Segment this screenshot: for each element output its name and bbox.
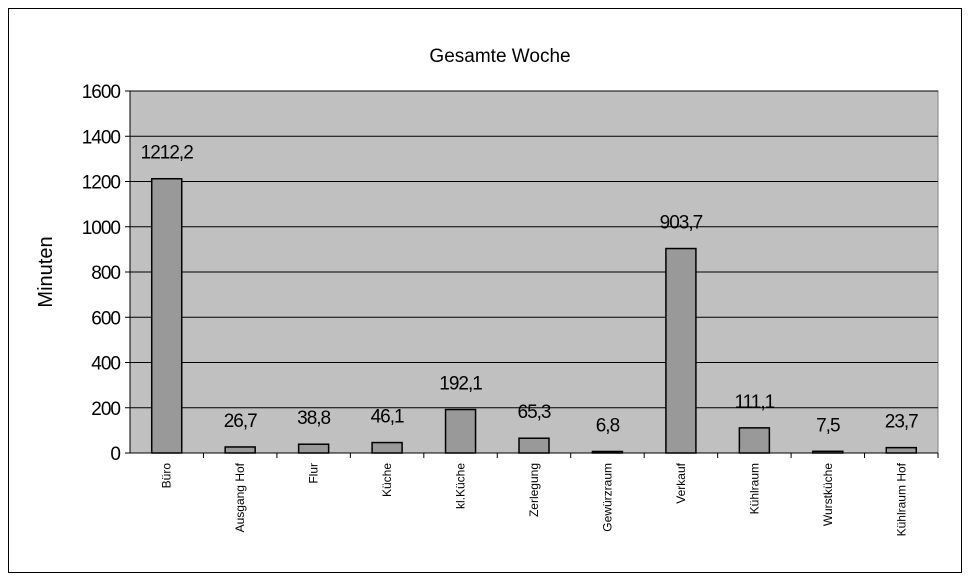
value-label: 26,7 [224, 411, 257, 432]
y-tick-label: 1600 [82, 82, 121, 103]
bar [738, 427, 771, 454]
x-tick-label: Verkauf [674, 462, 688, 503]
bar [665, 247, 697, 454]
x-tick-label: Wurstküche [821, 463, 835, 526]
y-tick-label: 1000 [82, 218, 121, 239]
x-tick-label: Ausgang Hof [233, 462, 247, 532]
x-tick-label: Zerlegung [527, 463, 541, 517]
y-tick-label: 800 [91, 263, 120, 284]
y-tick-label: 1200 [82, 173, 121, 194]
x-tick-label: Gewürzraum [600, 463, 614, 532]
y-tick-label: 1400 [82, 127, 121, 148]
bar [371, 441, 403, 454]
bar [518, 437, 550, 454]
bar [885, 446, 918, 454]
chart-title: Gesamte Woche [429, 46, 570, 67]
x-tick-label: Büro [160, 463, 174, 489]
x-tick-label: Küche [380, 463, 394, 497]
bar [150, 177, 183, 454]
bar [297, 443, 330, 454]
x-tick-label: Kühlraum Hof [894, 462, 908, 536]
value-label: 192,1 [439, 374, 482, 395]
value-label: 38,8 [297, 408, 330, 429]
x-tick-label: kl.Küche [454, 463, 468, 509]
y-tick-label: 200 [91, 399, 120, 420]
value-label: 903,7 [660, 213, 703, 234]
value-label: 23,7 [885, 412, 918, 433]
value-label: 1212,2 [141, 143, 194, 164]
x-tick-label: Flur [307, 463, 321, 484]
y-axis-label: Minuten [35, 236, 57, 307]
value-label: 6,8 [596, 415, 620, 436]
value-label: 7,5 [816, 415, 840, 436]
bar [444, 408, 477, 454]
value-label: 65,3 [518, 402, 551, 423]
value-label: 111,1 [734, 392, 774, 413]
y-tick-label: 400 [91, 354, 120, 375]
bar [812, 450, 844, 454]
x-tick-label: Kühlraum [747, 463, 761, 514]
bar [224, 446, 256, 454]
y-tick-label: 0 [110, 444, 120, 465]
value-label: 46,1 [371, 407, 404, 428]
y-tick-label: 600 [91, 308, 120, 329]
bar [591, 450, 624, 454]
